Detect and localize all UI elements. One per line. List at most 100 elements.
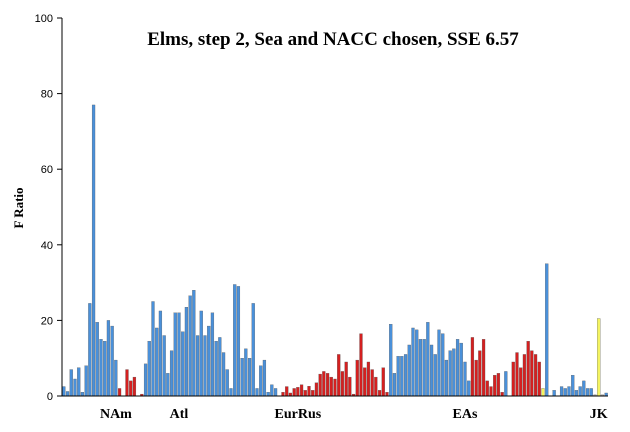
bar [184,307,189,397]
bar [337,354,341,397]
bar [177,312,181,397]
bar [314,382,319,397]
bar [88,303,92,397]
bar [578,386,582,397]
bar [273,388,278,397]
bar [117,388,122,397]
bar [415,329,419,397]
bar [470,337,475,397]
bar [181,331,185,397]
bar [333,378,337,397]
bar [552,390,556,397]
bar [199,310,203,397]
bar [422,339,426,397]
bar [299,384,304,397]
bar [99,339,103,397]
bar [262,359,267,397]
bar [340,371,345,397]
bar [188,295,192,397]
y-tick-label: 0 [47,391,53,403]
bar [381,367,385,397]
bar [91,104,96,397]
bar [418,339,423,397]
bar [218,337,222,397]
bar [281,392,285,397]
bar [329,376,333,397]
bar [192,290,196,397]
bar [585,388,590,397]
bar [481,339,486,397]
bar [485,380,489,397]
bar [155,327,159,397]
bar [377,390,382,397]
bar [385,392,389,397]
bar [158,310,163,397]
bar [500,392,504,397]
bar [195,335,200,397]
bar [444,359,449,397]
y-ticks: 0 20 40 60 80 100 [35,13,62,403]
bar [567,386,571,397]
bar [563,388,567,397]
bar [247,358,252,397]
bar [344,361,348,397]
bar [322,371,326,397]
bar [396,356,400,397]
bar [147,341,151,397]
bar [236,286,241,397]
bar [296,387,300,397]
bar [597,318,601,397]
bar [303,390,307,397]
group-label: EAs [453,407,478,422]
bar [530,350,534,397]
bar [259,365,263,397]
bar [169,350,174,397]
bar [366,361,371,397]
bar [429,344,434,397]
bar [80,392,85,397]
bar [515,352,519,397]
bar [125,369,129,397]
bar [463,361,467,397]
bar [496,373,501,397]
bar [251,303,255,397]
chart-title: Elms, step 2, Sea and NACC chosen, SSE 6… [147,29,519,50]
bar [62,386,66,397]
bar [77,367,81,397]
bar [452,348,456,397]
y-tick-label: 20 [41,315,53,327]
bar [129,380,133,397]
bar [533,354,538,397]
bar [69,369,73,397]
bar [407,344,411,397]
bar [162,335,166,397]
bar [325,373,330,397]
bar [441,333,445,397]
bar [392,373,397,397]
bar [403,354,408,397]
bar [559,386,564,397]
bar [370,369,374,397]
bar [448,350,452,397]
y-tick-label: 60 [41,164,53,176]
bar [84,365,88,397]
bar [474,359,478,397]
bar [210,312,215,397]
bar [478,350,482,397]
bar [467,380,471,397]
bar [270,384,274,397]
bar [433,354,437,397]
y-tick-label: 100 [35,13,53,25]
bar [233,284,237,397]
bar [244,348,248,397]
bar [114,359,118,397]
bar [541,388,545,397]
bar [589,388,593,397]
bar [437,329,441,397]
bar [240,358,244,397]
group-label: NAm [100,407,132,422]
bar [203,335,207,397]
group-label: JK [590,407,608,422]
bar [173,312,177,397]
